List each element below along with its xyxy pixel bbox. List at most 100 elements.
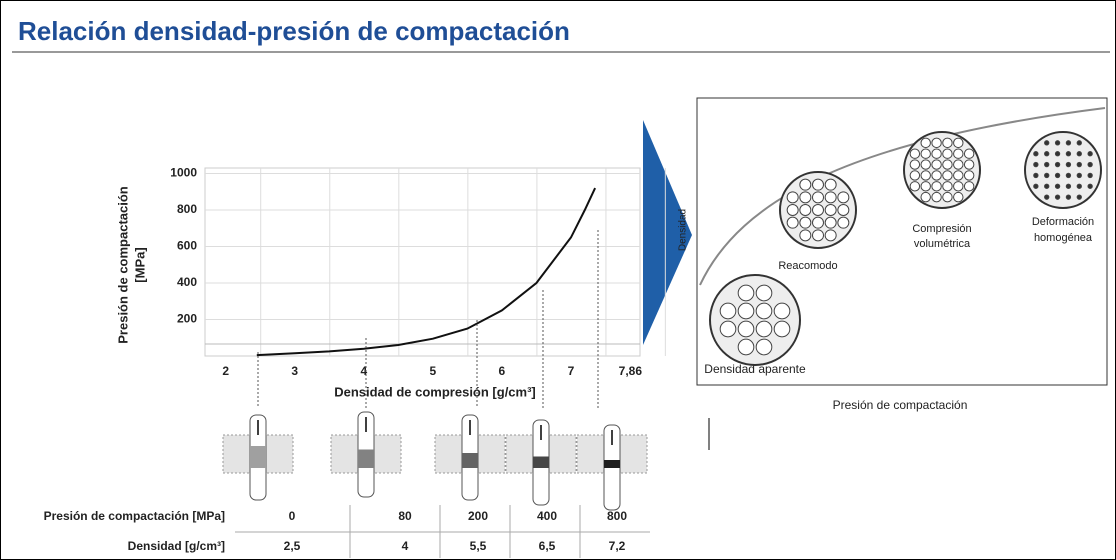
particle	[1045, 184, 1049, 188]
particle	[738, 339, 754, 355]
particle	[943, 160, 952, 169]
powder	[604, 460, 620, 468]
particle	[964, 182, 973, 191]
particle	[943, 171, 952, 180]
y-tick-label: 600	[177, 239, 197, 253]
powder	[462, 453, 478, 468]
particle	[812, 192, 823, 203]
y-axis-label: Presión de compactación	[115, 186, 130, 344]
particle	[964, 160, 973, 169]
powder	[250, 446, 266, 468]
particle	[1055, 184, 1059, 188]
particle	[1077, 141, 1081, 145]
particle	[812, 230, 823, 241]
particle	[1034, 152, 1038, 156]
particle	[932, 171, 941, 180]
particle	[910, 149, 919, 158]
particle	[954, 192, 963, 201]
particle	[943, 182, 952, 191]
particle	[921, 160, 930, 169]
particle	[812, 179, 823, 190]
powder	[533, 457, 549, 469]
particle	[825, 204, 836, 215]
particle	[921, 149, 930, 158]
particle	[756, 339, 772, 355]
particle	[825, 192, 836, 203]
y-tick-label: 200	[177, 312, 197, 326]
table-cell: 5,5	[470, 539, 487, 553]
diagram-x-label: Presión de compactación	[833, 398, 968, 412]
particle	[954, 149, 963, 158]
particle	[774, 303, 790, 319]
particle	[1066, 184, 1070, 188]
x-tick-label: 6	[499, 364, 506, 378]
particle	[954, 160, 963, 169]
table-cell: 400	[537, 509, 557, 523]
particle	[1088, 162, 1092, 166]
y-tick-label: 400	[177, 275, 197, 289]
particle	[1066, 141, 1070, 145]
particle	[921, 182, 930, 191]
particle	[964, 171, 973, 180]
particle	[932, 138, 941, 147]
particle	[1077, 184, 1081, 188]
table-row-label: Densidad [g/cm³]	[128, 539, 225, 553]
particle	[1034, 184, 1038, 188]
particle	[838, 204, 849, 215]
particle	[1055, 141, 1059, 145]
particle	[1045, 141, 1049, 145]
x-tick-label: 5	[430, 364, 437, 378]
table-cell: 7,2	[609, 539, 626, 553]
particle	[1066, 173, 1070, 177]
particle	[1077, 195, 1081, 199]
particle	[921, 171, 930, 180]
slide-title: Relación densidad-presión de compactació…	[18, 16, 570, 46]
particle	[1088, 184, 1092, 188]
particle	[943, 149, 952, 158]
powder	[358, 450, 374, 469]
particle	[910, 160, 919, 169]
particle	[943, 138, 952, 147]
x-tick-label: 3	[291, 364, 298, 378]
particle	[1066, 152, 1070, 156]
particle	[910, 182, 919, 191]
y-tick-label: 1000	[170, 166, 197, 180]
particle	[954, 171, 963, 180]
table-row-label: Presión de compactación [MPa]	[44, 509, 225, 523]
x-tick-label: 7	[568, 364, 575, 378]
table-cell: 80	[398, 509, 412, 523]
particle	[838, 217, 849, 228]
particle	[1088, 152, 1092, 156]
particle	[825, 230, 836, 241]
particle	[1045, 173, 1049, 177]
particle	[738, 285, 754, 301]
particle	[1034, 162, 1038, 166]
table-cell: 0	[289, 509, 296, 523]
particle	[756, 285, 772, 301]
particle	[964, 149, 973, 158]
stage-label: Reacomodo	[778, 260, 837, 272]
particle	[720, 321, 736, 337]
table-cell: 800	[607, 509, 627, 523]
particle	[954, 138, 963, 147]
table-cell: 6,5	[539, 539, 556, 553]
slide: Relación densidad-presión de compactació…	[0, 0, 1116, 560]
particle	[720, 303, 736, 319]
particle	[1045, 195, 1049, 199]
particle	[800, 204, 811, 215]
particle	[800, 230, 811, 241]
particle	[1066, 162, 1070, 166]
particle	[1045, 152, 1049, 156]
x-axis-label: Densidad de compresión [g/cm³]	[334, 384, 536, 399]
particle	[932, 160, 941, 169]
particle	[943, 192, 952, 201]
particle	[932, 192, 941, 201]
particle	[1055, 162, 1059, 166]
particle	[812, 217, 823, 228]
particle	[1066, 195, 1070, 199]
particle	[825, 217, 836, 228]
particle	[787, 204, 798, 215]
particle	[756, 303, 772, 319]
particle	[756, 321, 772, 337]
particle	[921, 192, 930, 201]
